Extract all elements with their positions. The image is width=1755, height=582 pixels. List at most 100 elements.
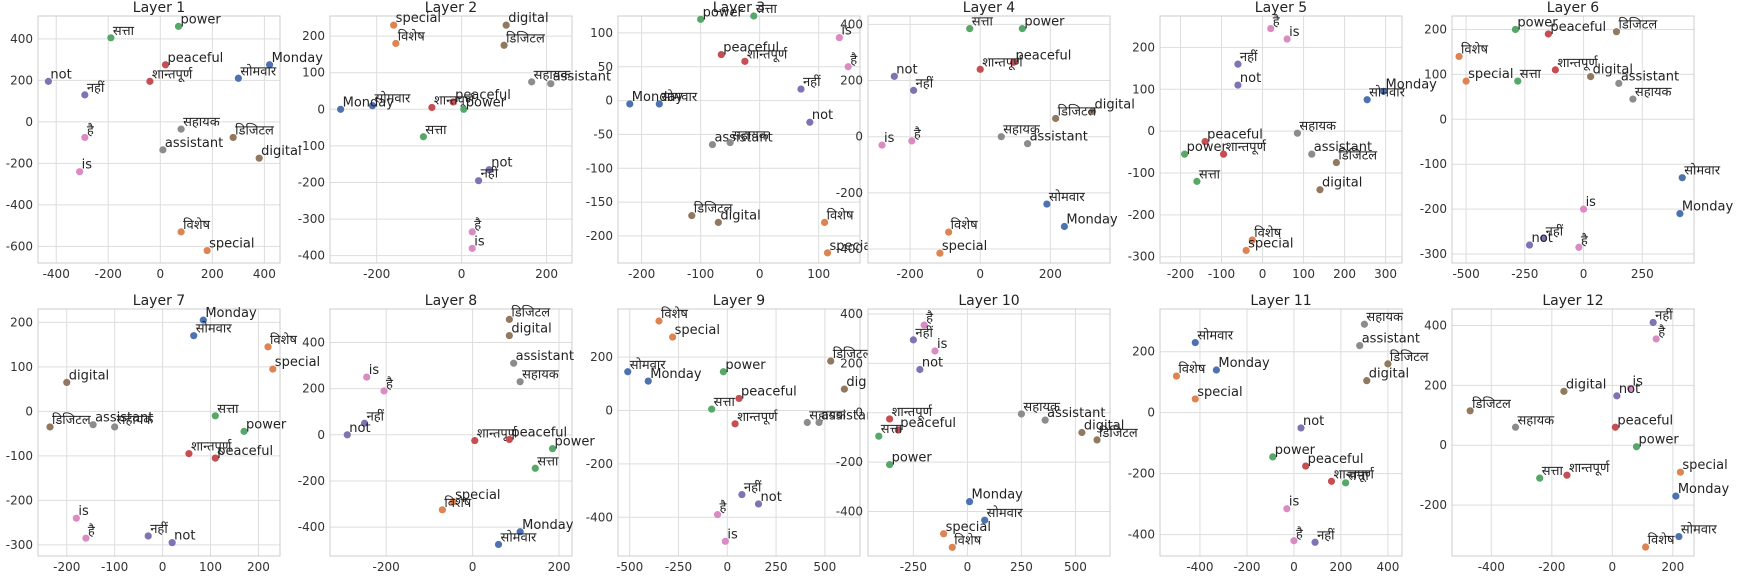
scatter-point (688, 212, 696, 220)
point-label: Monday (1682, 200, 1734, 215)
scatter-point (1023, 140, 1032, 148)
x-tick-label: -500 (1452, 267, 1479, 281)
x-tick-label: -250 (1511, 267, 1538, 281)
point-label: सोमवार (1369, 85, 1406, 101)
y-tick-label: -200 (1420, 202, 1447, 216)
scatter-point (1302, 462, 1310, 470)
scatter-point (474, 177, 483, 185)
point-label: not (1532, 231, 1553, 246)
y-tick-label: 0 (25, 404, 33, 418)
point-label: डिजिटल (52, 412, 91, 428)
point-label: है (474, 217, 482, 233)
subplot-layer-4: -200 0 200 -400 -200 0 200 400 Layer 4सत्ता power… (836, 0, 1135, 281)
scatter-point (713, 511, 722, 519)
point-label: शान्तपूर्ण (1557, 55, 1598, 71)
point-label: is (369, 363, 380, 378)
point-label: not (1619, 382, 1640, 397)
x-tick-label: -200 (363, 267, 390, 281)
scatter-point (1613, 392, 1621, 400)
scatter-point (1579, 205, 1588, 213)
scatter-point (460, 105, 468, 113)
scatter-point (886, 415, 894, 423)
plot-area (618, 16, 860, 263)
point-label: assistant (516, 349, 574, 364)
scatter-point (909, 86, 918, 94)
y-tick-label: -400 (6, 198, 33, 212)
point-label: डिजिटल (1338, 148, 1377, 164)
scatter-point (750, 12, 758, 20)
scatter-point (505, 315, 513, 323)
x-tick-label: 0 (964, 560, 972, 574)
scatter-point (516, 378, 524, 386)
scatter-point (655, 100, 663, 108)
subplot-layer-2: -200 0 200 -400 -300 -200 -100 0 100 200 Layer 2sp… (298, 0, 611, 281)
y-tick-label: -200 (586, 229, 613, 243)
y-tick-label: -200 (1128, 208, 1155, 222)
scatter-point (1088, 107, 1097, 116)
point-label: सहायक (1299, 119, 1337, 134)
x-tick-label: 500 (1064, 560, 1087, 574)
y-tick-label: 400 (302, 335, 325, 349)
subplot-layer-7: -200 -100 0 100 200 -300 -200 -100 0 100 200 Layer … (6, 293, 320, 574)
point-label: सत्ता (714, 395, 736, 410)
y-tick-label: 100 (302, 66, 325, 80)
scatter-point (1384, 360, 1392, 368)
point-label: assistant (1314, 140, 1372, 155)
scatter-point (392, 39, 400, 48)
x-tick-label: -400 (43, 267, 70, 281)
point-label: शान्तपूर्ण (1226, 139, 1267, 155)
scatter-point (1043, 200, 1051, 208)
scatter-point (1283, 505, 1291, 513)
y-tick-label: 400 (840, 17, 863, 31)
point-label: digital (1566, 377, 1606, 392)
scatter-point (981, 516, 989, 524)
point-label: is (1289, 25, 1300, 40)
scatter-point (82, 534, 90, 542)
scatter-point (1181, 150, 1189, 158)
point-label: power (466, 95, 507, 110)
point-label: नहीं (744, 480, 762, 496)
point-label: special (1468, 67, 1513, 82)
scatter-point (721, 537, 729, 545)
scatter-point (1462, 77, 1470, 85)
y-tick-label: -400 (836, 242, 863, 256)
subplot-layer-6: -500 -250 0 250 -300 -200 -100 0 100 200 Layer 6po… (1420, 0, 1734, 281)
scatter-point (199, 316, 207, 324)
scatter-point (502, 21, 510, 29)
plot-frame (37, 15, 281, 264)
scatter-point (76, 168, 84, 176)
scatter-point (1629, 95, 1637, 103)
scatter-point (174, 22, 183, 30)
x-tick-label: 0 (1259, 267, 1267, 281)
scatter-point (360, 419, 369, 427)
point-label: not (922, 356, 943, 371)
point-label: power (1275, 443, 1316, 458)
scatter-point (1009, 58, 1018, 66)
point-label: सत्ता (972, 15, 994, 30)
point-label: सोमवार (1049, 189, 1086, 205)
point-label: सहायक (183, 115, 221, 130)
point-label: not (491, 156, 512, 171)
point-label: Monday (205, 306, 257, 321)
point-label: सत्ता (756, 2, 778, 17)
scatter-point (1297, 424, 1305, 432)
scatter-point (815, 418, 823, 427)
point-label: विशेष (398, 28, 425, 44)
point-label: सहायक (1635, 85, 1673, 100)
scatter-point (878, 141, 886, 149)
point-label: है (1658, 324, 1666, 340)
y-tick-label: -200 (298, 474, 325, 488)
point-label: special (1197, 385, 1242, 400)
scatter-point (264, 343, 272, 351)
point-label: special (946, 520, 991, 535)
scatter-point (875, 432, 883, 440)
scatter-point (1316, 186, 1324, 194)
subplot-layer-12: -400 -200 0 200 -200 0 200 400 Layer 12 नहींहै is d… (1420, 293, 1730, 574)
point-label: सहायक (534, 68, 572, 83)
point-label: Monday (1386, 77, 1438, 92)
y-tick-label: 0 (317, 428, 325, 442)
point-label: सत्ता (1520, 67, 1542, 82)
scatter-point (1632, 443, 1641, 451)
scatter-point (1212, 366, 1220, 374)
scatter-point (111, 423, 119, 431)
